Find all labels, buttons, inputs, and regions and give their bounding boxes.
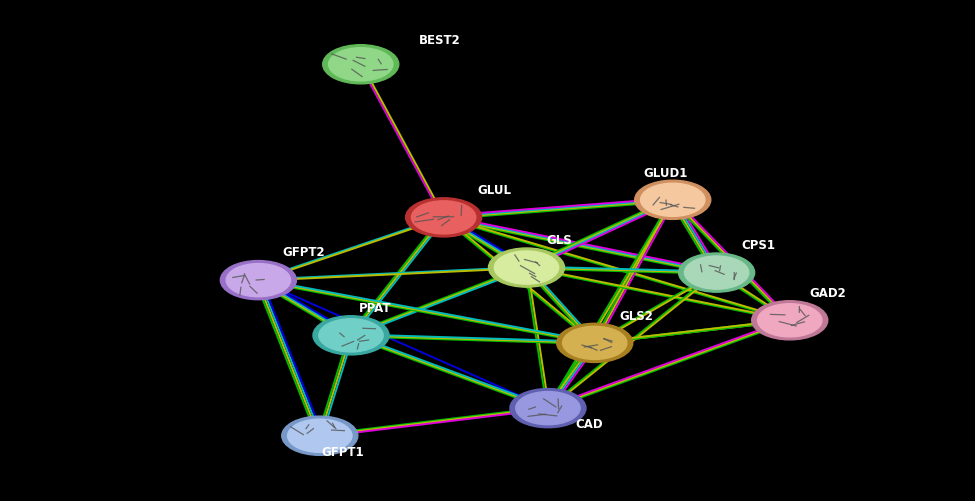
Circle shape bbox=[752, 301, 828, 340]
Circle shape bbox=[516, 392, 580, 425]
Text: CAD: CAD bbox=[575, 417, 603, 430]
Circle shape bbox=[557, 324, 633, 363]
Circle shape bbox=[282, 416, 358, 455]
Text: GLUD1: GLUD1 bbox=[644, 166, 688, 179]
Text: GLS2: GLS2 bbox=[619, 309, 653, 322]
Text: PPAT: PPAT bbox=[359, 302, 391, 315]
Circle shape bbox=[563, 327, 627, 360]
Text: GFPT2: GFPT2 bbox=[283, 245, 326, 258]
Circle shape bbox=[679, 254, 755, 293]
Circle shape bbox=[758, 304, 822, 337]
Text: GFPT1: GFPT1 bbox=[322, 445, 365, 458]
Circle shape bbox=[220, 261, 296, 300]
Circle shape bbox=[641, 184, 705, 217]
Circle shape bbox=[313, 316, 389, 355]
Circle shape bbox=[329, 49, 393, 82]
Circle shape bbox=[406, 198, 482, 237]
Circle shape bbox=[288, 419, 352, 452]
Circle shape bbox=[494, 252, 559, 285]
Text: CPS1: CPS1 bbox=[741, 239, 775, 252]
Circle shape bbox=[635, 181, 711, 220]
Circle shape bbox=[684, 257, 749, 290]
Circle shape bbox=[510, 389, 586, 428]
Text: BEST2: BEST2 bbox=[419, 34, 461, 47]
Circle shape bbox=[323, 46, 399, 85]
Circle shape bbox=[319, 319, 383, 352]
Text: GLS: GLS bbox=[546, 234, 571, 247]
Circle shape bbox=[226, 264, 291, 297]
Text: GAD2: GAD2 bbox=[809, 287, 846, 300]
Circle shape bbox=[488, 248, 565, 288]
Circle shape bbox=[411, 201, 476, 234]
Text: GLUL: GLUL bbox=[478, 184, 512, 197]
